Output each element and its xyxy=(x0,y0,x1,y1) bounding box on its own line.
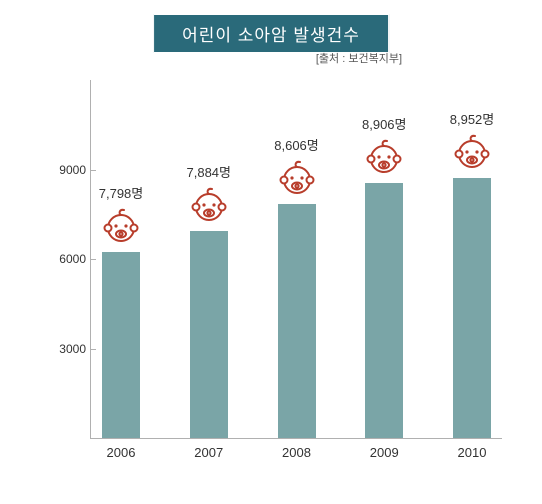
y-tick-label: 9000 xyxy=(51,163,86,177)
y-tick-label: 3000 xyxy=(51,342,86,356)
bar-slot: 2007 7,884명 xyxy=(190,80,228,438)
bar-value-label: 8,952명 xyxy=(450,109,495,128)
bar-value-label: 8,606명 xyxy=(274,135,319,154)
baby-icon xyxy=(189,185,229,225)
baby-icon xyxy=(452,132,492,172)
x-tick-label: 2006 xyxy=(107,445,136,460)
bar-value-label: 7,884명 xyxy=(187,162,232,181)
x-tick-label: 2007 xyxy=(194,445,223,460)
bar xyxy=(453,178,491,438)
x-tick-label: 2009 xyxy=(370,445,399,460)
bar-slot: 2009 8,906명 xyxy=(365,80,403,438)
baby-icon xyxy=(364,137,404,177)
chart-title-banner: 어린이 소아암 발생건수 xyxy=(153,14,389,53)
chart-area: 3000600090002006 7,798명2007 xyxy=(55,80,512,464)
bar xyxy=(102,252,140,438)
bar xyxy=(278,204,316,438)
bar-slot: 2010 8,952명 xyxy=(453,80,491,438)
chart-title-text: 어린이 소아암 발생건수 xyxy=(182,26,360,45)
bar-value-label: 8,906명 xyxy=(362,114,407,133)
y-tick-label: 6000 xyxy=(51,252,86,266)
bar xyxy=(190,231,228,438)
x-tick-label: 2008 xyxy=(282,445,311,460)
bar xyxy=(365,183,403,438)
baby-icon xyxy=(101,206,141,246)
source-text: [출처 : 보건복지부] xyxy=(316,50,402,66)
bar-slot: 2008 8,606명 xyxy=(278,80,316,438)
bar-value-label: 7,798명 xyxy=(99,183,144,202)
plot: 3000600090002006 7,798명2007 xyxy=(90,80,502,439)
bar-slot: 2006 7,798명 xyxy=(102,80,140,438)
x-tick-label: 2010 xyxy=(458,445,487,460)
baby-icon xyxy=(277,158,317,198)
